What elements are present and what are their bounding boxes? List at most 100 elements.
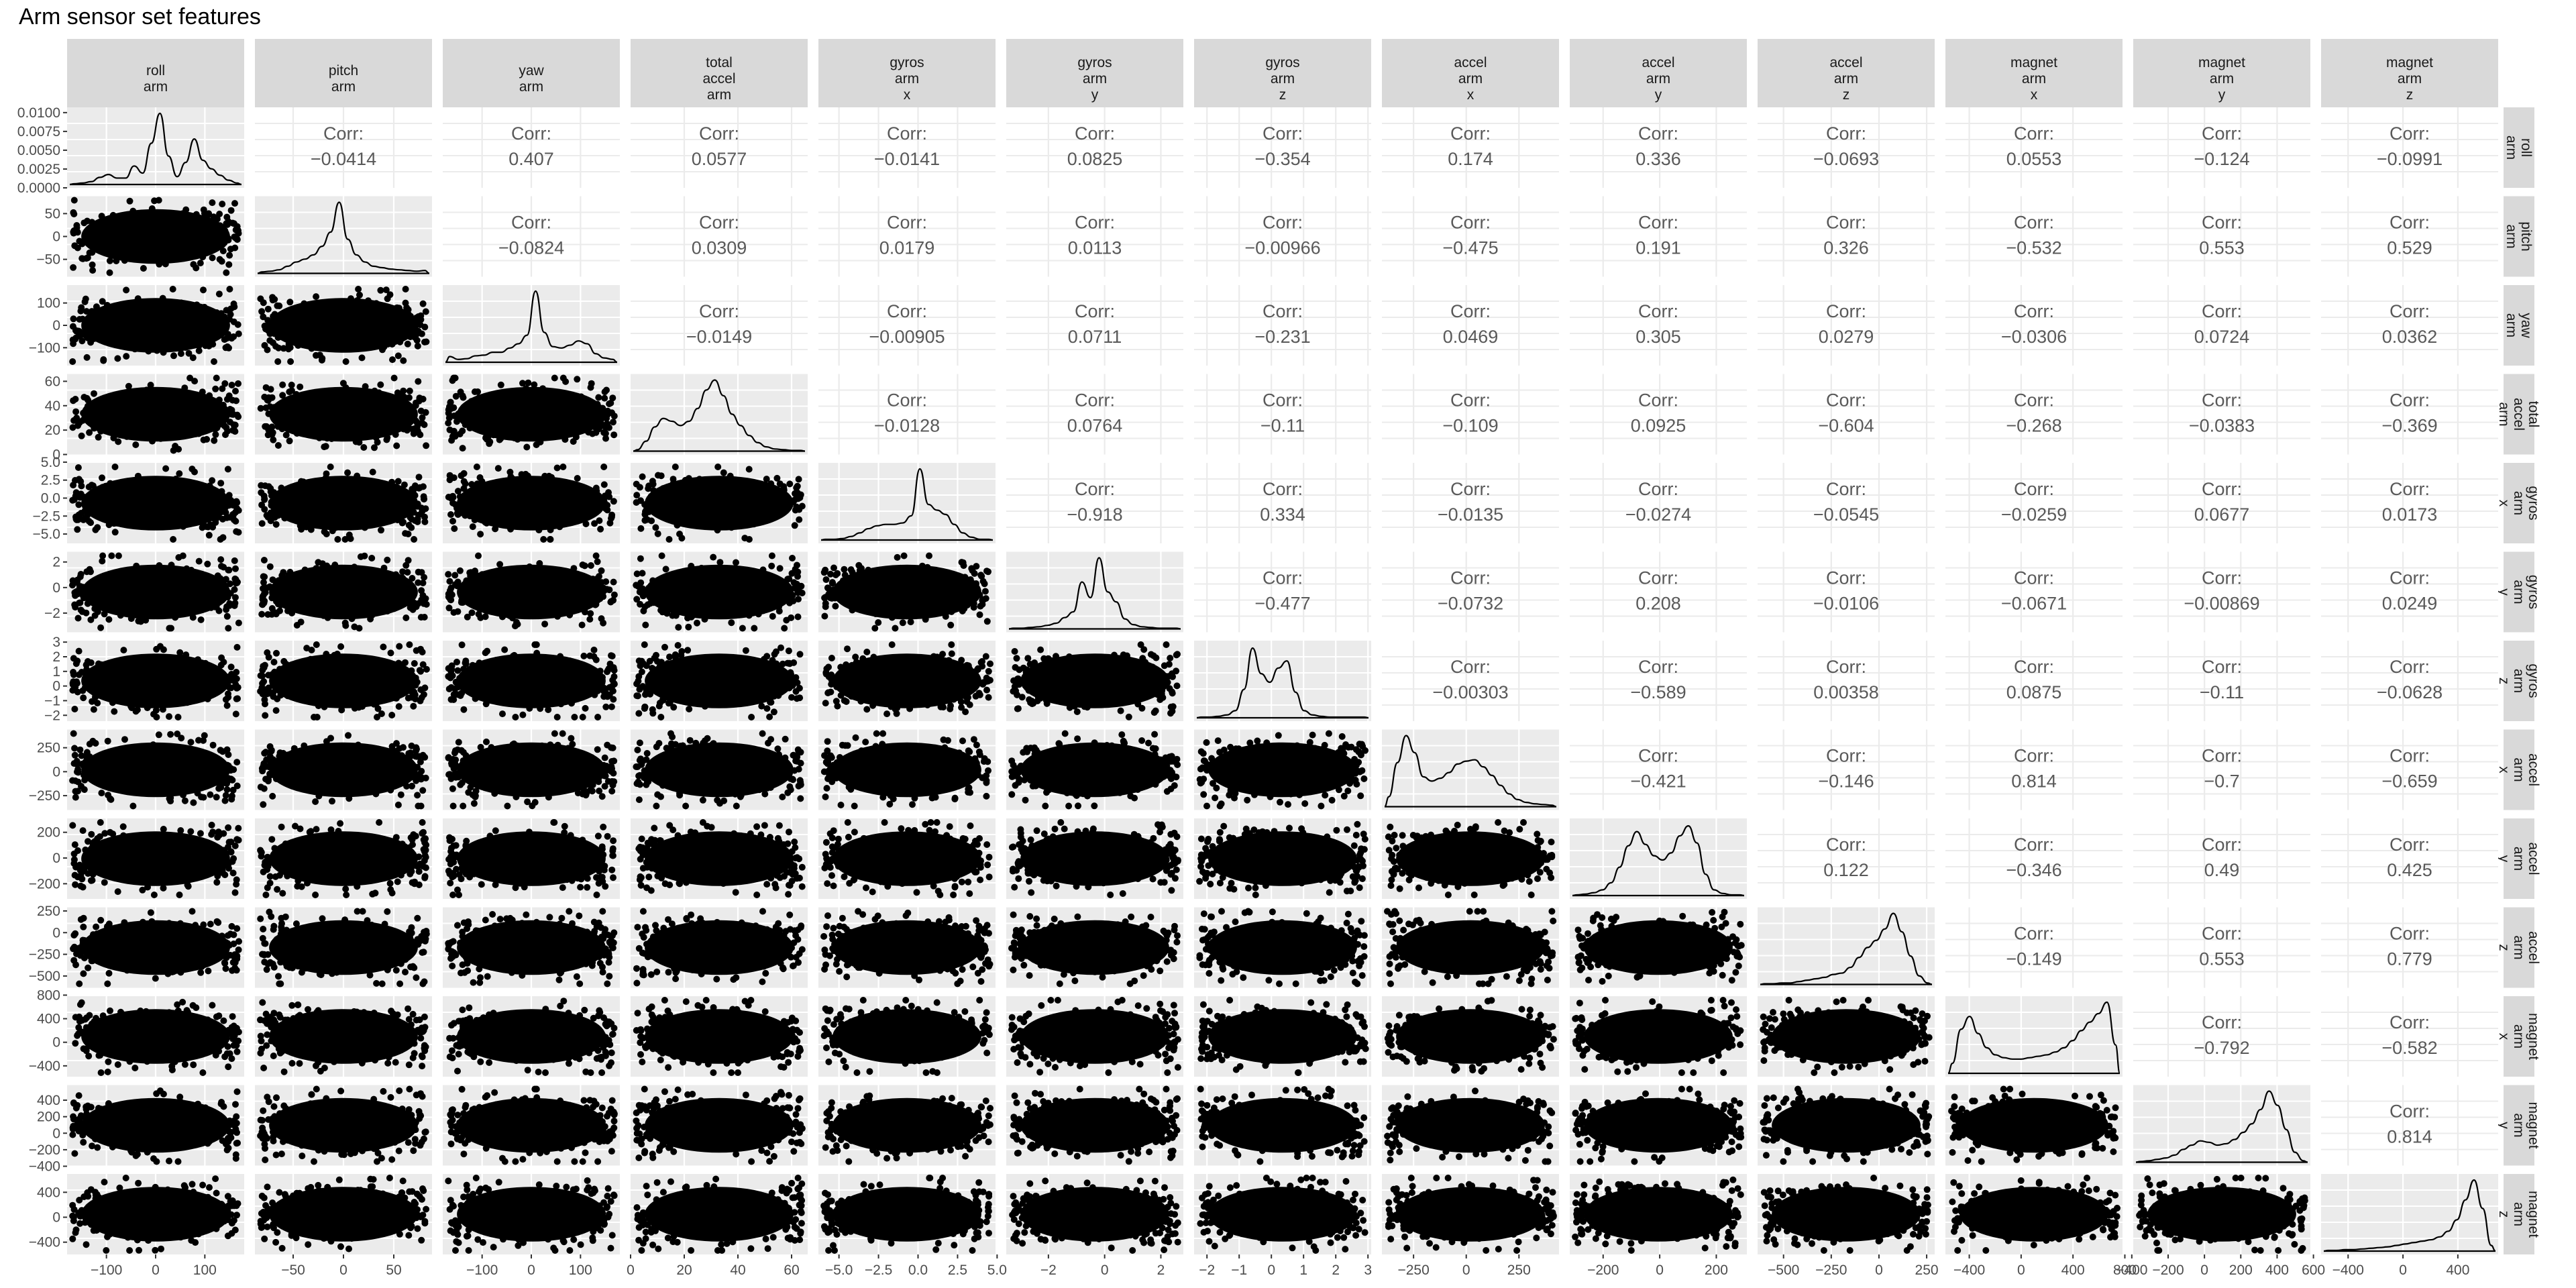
panel-bg (631, 285, 808, 366)
corr-value: 0.122 (1823, 860, 1869, 880)
corr-label: Corr: (1075, 123, 1115, 144)
strip-right-label: arm (2511, 491, 2526, 515)
strip-right-label: magnet (2526, 1102, 2541, 1148)
scatter-core (645, 476, 794, 531)
panel-grid (818, 374, 996, 455)
scatter-core (1584, 1009, 1733, 1064)
strip-right-2 (2504, 285, 2534, 366)
corr-value: −0.149 (2006, 949, 2061, 969)
corr-value: −0.532 (2006, 238, 2061, 258)
panel-bg (1382, 463, 1559, 543)
y-tick-label: −50 (36, 252, 60, 268)
panel-bg (1758, 641, 1935, 721)
panel-grid (1382, 285, 1559, 366)
corr-label: Corr: (323, 123, 364, 144)
panel-grid (818, 107, 996, 188)
corr-label: Corr: (699, 123, 739, 144)
scatter-core (81, 1187, 230, 1242)
scatter-core (269, 564, 418, 620)
scatter-core (457, 920, 606, 975)
strip-top-label: arm (144, 79, 168, 95)
panel-grid (1945, 551, 2123, 633)
panel-grid (631, 107, 808, 188)
corr-label: Corr: (2390, 657, 2430, 677)
x-tick-label: 200 (1705, 1263, 1728, 1278)
corr-label: Corr: (1075, 390, 1115, 411)
strip-top-label: roll (146, 63, 165, 78)
panel-bg (2133, 729, 2310, 810)
y-tick-label: 250 (37, 741, 60, 756)
panel-bg (2133, 374, 2310, 455)
panel-bg (1570, 641, 1747, 721)
y-tick-label: −250 (29, 788, 60, 804)
strip-right-11 (2504, 1085, 2534, 1166)
y-tick-label: −2 (44, 708, 60, 723)
scatter-points-6-5 (1010, 641, 1181, 720)
corr-label: Corr: (1263, 213, 1303, 233)
strip-right-4 (2504, 463, 2534, 543)
corr-value: 0.305 (1635, 327, 1681, 347)
strip-top-label: z (2406, 87, 2414, 103)
x-tick-label: 0 (1101, 1263, 1109, 1278)
corr-label: Corr: (1263, 479, 1303, 499)
panel-grid (1570, 107, 1747, 188)
x-tick-label: −1 (1231, 1263, 1247, 1278)
x-tick-label: 100 (193, 1263, 217, 1278)
corr-label: Corr: (2014, 924, 2054, 944)
corr-value: 0.0925 (1631, 416, 1686, 436)
y-tick-label: 400 (37, 1185, 60, 1200)
x-tick-label: −2 (1199, 1263, 1215, 1278)
x-tick-label: 2.5 (948, 1263, 967, 1278)
panel-grid (1006, 551, 1183, 633)
strip-top-label: arm (1458, 71, 1483, 87)
corr-label: Corr: (2390, 568, 2430, 588)
x-tick-label: 2 (1332, 1263, 1340, 1278)
scatter-points-5-3 (633, 552, 806, 632)
panel-bg (2321, 107, 2498, 188)
panel-bg (818, 285, 996, 366)
scatter-core (457, 1187, 606, 1242)
scatter-core (457, 1009, 606, 1064)
y-tick-label: 0.0025 (17, 162, 60, 177)
panel-grid (443, 285, 620, 366)
x-tick-label: 0 (1462, 1263, 1470, 1278)
strip-top-8 (1570, 39, 1747, 118)
strip-right-label: magnet (2526, 1191, 2541, 1238)
scatter-points-4-3 (633, 464, 806, 543)
scatter-core (1772, 1187, 1921, 1242)
strip-top-6 (1194, 39, 1371, 118)
strip-top-label: accel (1642, 55, 1674, 70)
scatter-points-5-0 (69, 552, 242, 632)
strip-top-label: y (1091, 87, 1099, 103)
scatter-core (81, 476, 230, 531)
corr-value: 0.553 (2199, 238, 2245, 258)
panel-grid (1382, 551, 1559, 633)
strip-right-label: arm (2511, 1202, 2526, 1226)
corr-value: 0.0113 (1068, 238, 1122, 258)
strip-top-12 (2321, 39, 2498, 118)
x-tick-label: 0 (152, 1263, 160, 1278)
scatter-points-2-0 (69, 286, 242, 365)
scatter-core (1020, 831, 1169, 886)
scatter-core (81, 209, 230, 264)
panel-grid (2321, 551, 2498, 633)
scatter-core (645, 653, 794, 708)
panel-bg (1570, 196, 1747, 277)
strip-right-label: accel (2526, 753, 2541, 786)
panel-grid (2321, 463, 2498, 543)
corr-value: −0.0628 (2377, 682, 2443, 702)
corr-label: Corr: (2390, 213, 2430, 233)
panel-grid (2321, 285, 2498, 366)
scatter-points-2-1 (257, 286, 430, 365)
y-tick-label: 400 (37, 1012, 60, 1027)
strip-right-7 (2504, 729, 2534, 810)
x-tick-label: 0 (627, 1263, 635, 1278)
scatter-core (81, 653, 230, 708)
corr-label: Corr: (1638, 479, 1678, 499)
y-tick-label: −2 (44, 606, 60, 621)
y-tick-label: 0 (52, 851, 60, 866)
scatter-points-5-4 (820, 552, 991, 632)
